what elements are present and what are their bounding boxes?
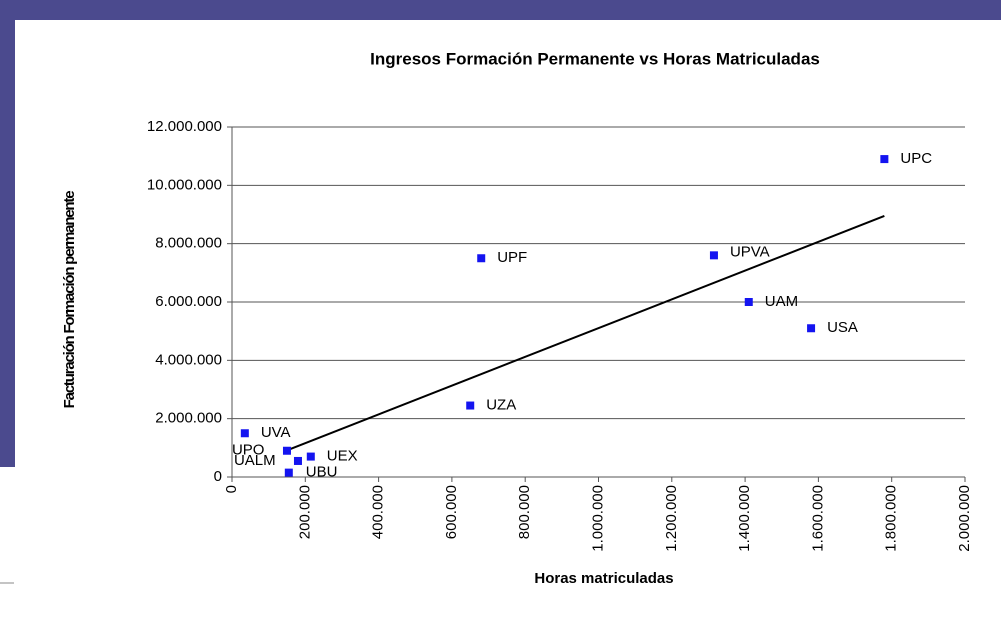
point-label: UBU [306, 464, 338, 481]
point [293, 456, 302, 465]
y-tick-label: 10.000.000 [147, 176, 222, 193]
top-bar [0, 0, 1001, 20]
x-axis-title: Horas matriculadas [534, 570, 673, 587]
y-tick-label: 8.000.000 [155, 235, 222, 252]
x-tick-label: 1.000.000 [589, 485, 606, 552]
point-label: UPVA [730, 243, 770, 260]
side-bar [0, 0, 15, 467]
trendline [284, 215, 885, 452]
point [709, 251, 718, 260]
point-label: UZA [486, 397, 516, 414]
x-tick-label: 1.800.000 [883, 485, 900, 552]
x-tick-label: 2.000.000 [956, 485, 973, 552]
point-label: USA [827, 319, 858, 336]
y-tick-label: 0 [214, 468, 222, 485]
x-tick-label: 1.400.000 [736, 485, 753, 552]
point [284, 468, 293, 477]
x-tick-label: 1.600.000 [809, 485, 826, 552]
point [466, 401, 475, 410]
point [477, 254, 486, 263]
point-label: UPF [497, 249, 527, 266]
x-tick-label: 0 [223, 485, 240, 493]
x-tick-label: 400.000 [370, 485, 387, 539]
point-label: UEX [327, 448, 358, 465]
point-label: UPC [900, 150, 932, 167]
point [807, 324, 816, 333]
y-tick-label: 4.000.000 [155, 351, 222, 368]
point [744, 298, 753, 306]
point [306, 452, 315, 461]
y-tick-label: 6.000.000 [155, 293, 222, 310]
point [282, 446, 291, 455]
y-tick-label: 12.000.000 [147, 118, 222, 135]
point [240, 429, 249, 438]
point-label: UAM [765, 293, 798, 310]
point-label: UPO [232, 442, 265, 459]
x-tick-label: 600.000 [443, 485, 460, 539]
x-tick-label: 1.200.000 [663, 485, 680, 552]
chart-title: Ingresos Formación Permanente vs Horas M… [370, 49, 820, 68]
point [880, 155, 889, 164]
x-tick-label: 800.000 [516, 485, 533, 539]
x-tick-label: 200.000 [296, 485, 313, 539]
y-axis-title: Facturación Formación permanente [61, 191, 78, 409]
point-label: UALM [234, 452, 276, 469]
y-tick-label: 2.000.000 [155, 410, 222, 427]
point-label: UVA [261, 424, 291, 441]
